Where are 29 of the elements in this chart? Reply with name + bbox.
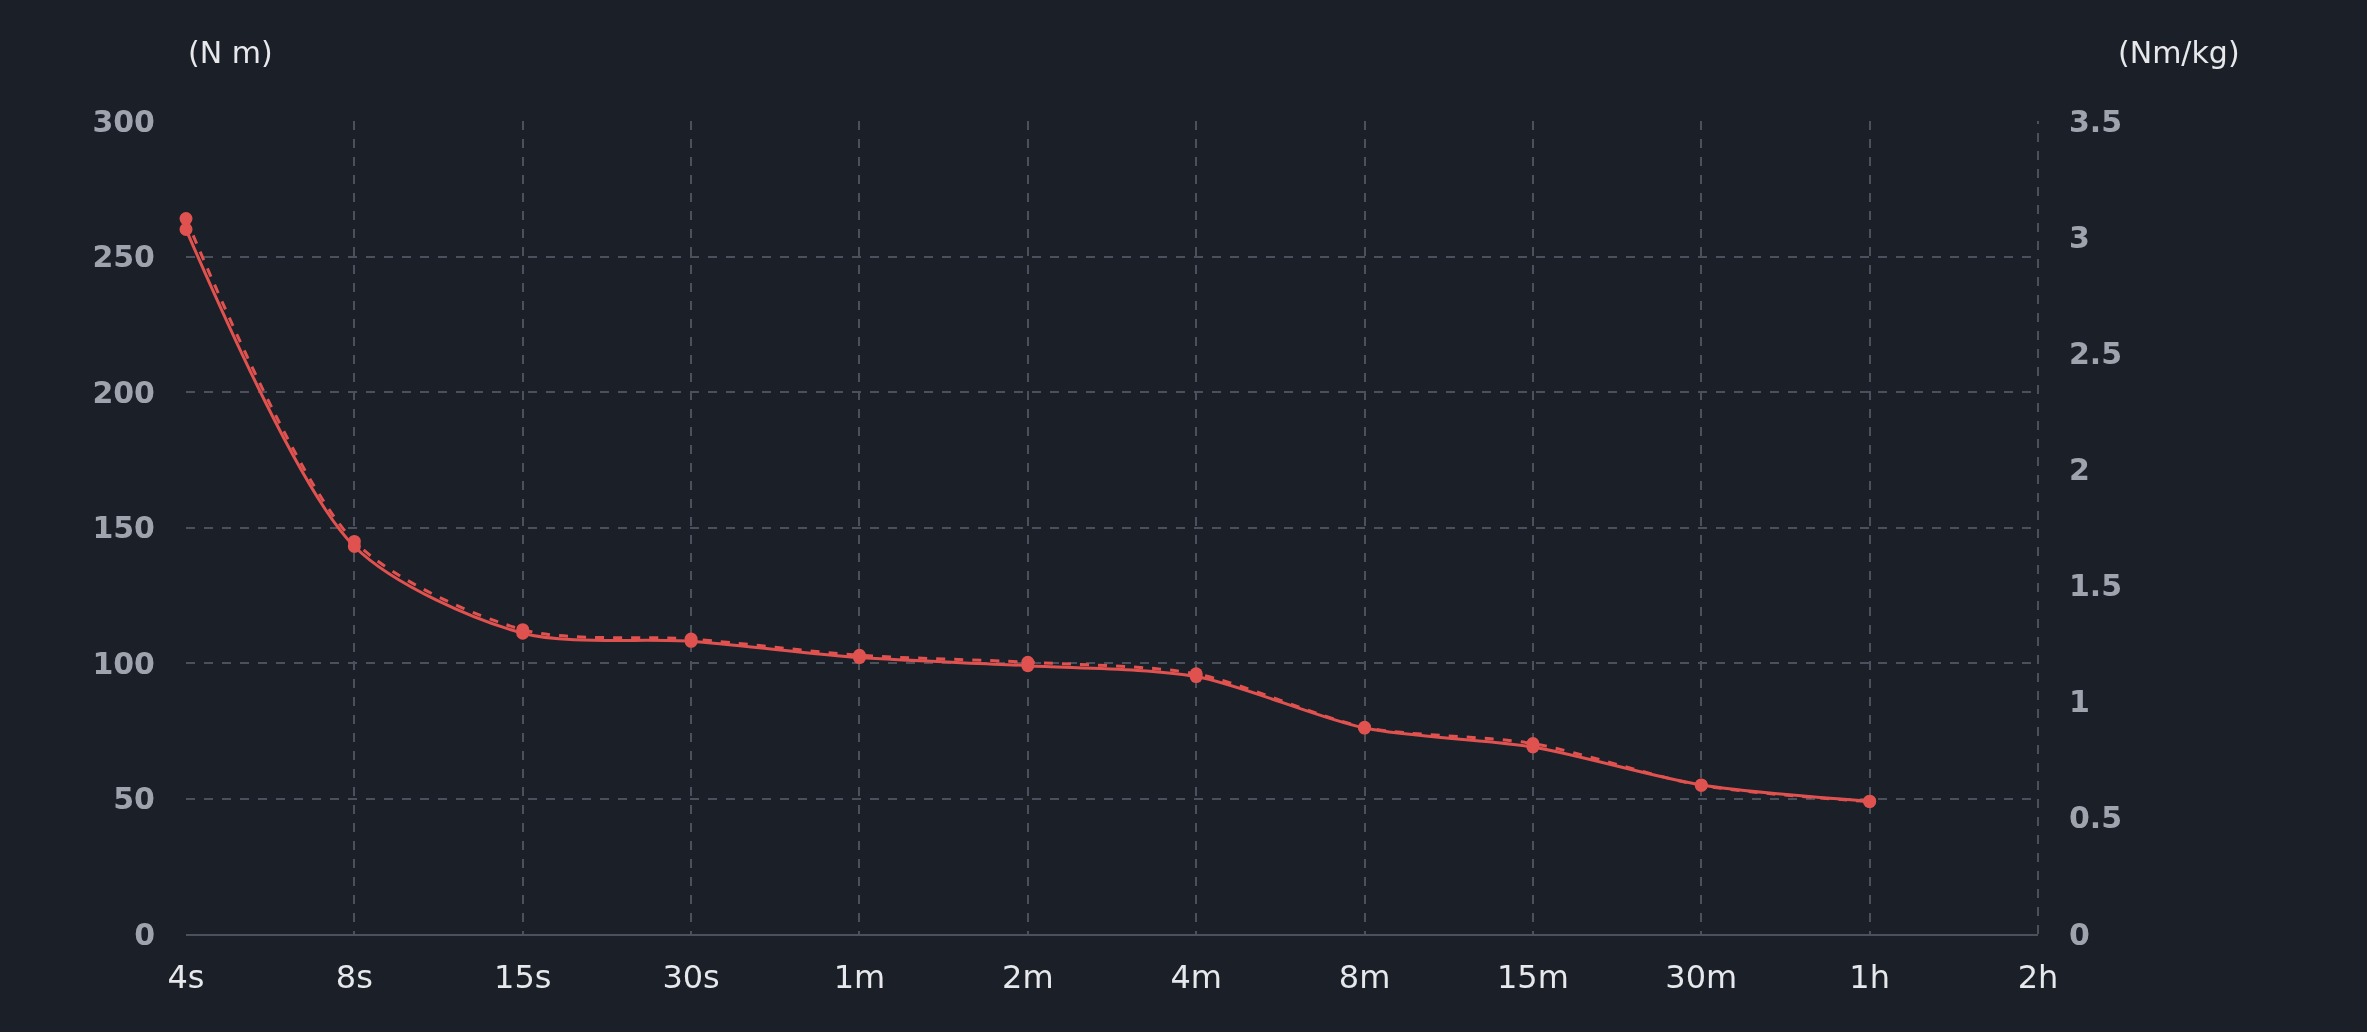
y-tick-label: 250 [92,239,155,274]
y2-tick-label: 3 [2069,219,2090,255]
y2-tick-label: 0 [2069,916,2090,952]
x-tick-label: 4m [1170,958,1222,997]
y-axis-title: (N m) [188,35,273,70]
y-tick-label: 300 [92,103,155,139]
y2-axis-title: (Nm/kg) [2118,35,2240,70]
x-tick-label: 15s [494,958,552,997]
x-tick-label: 4s [167,958,205,997]
y2-tick-label: 1 [2069,684,2090,720]
y-tick-label: 200 [92,374,155,410]
x-tick-label: 8m [1338,958,1391,997]
y2-tick-label: 2 [2069,451,2090,487]
x-tick-label: 8s [335,958,373,997]
y-tick-label: 50 [113,781,155,816]
y-tick-label: 0 [134,916,155,952]
x-tick-label: 2h [2017,958,2059,997]
x-tick-label: 1m [833,958,886,997]
x-tick-label: 1h [1849,958,1890,997]
y2-tick-label: 0.5 [2069,800,2123,836]
y-tick-label: 150 [92,510,155,545]
x-tick-label: 30s [662,958,720,997]
y2-tick-label: 1.5 [2069,568,2123,604]
x-tick-label: 15m [1496,958,1569,997]
y2-tick-label: 3.5 [2069,103,2123,139]
x-tick-label: 30m [1665,958,1738,997]
x-tick-label: 2m [1002,958,1054,997]
y2-tick-label: 2.5 [2069,335,2123,371]
y-tick-label: 100 [92,645,155,681]
